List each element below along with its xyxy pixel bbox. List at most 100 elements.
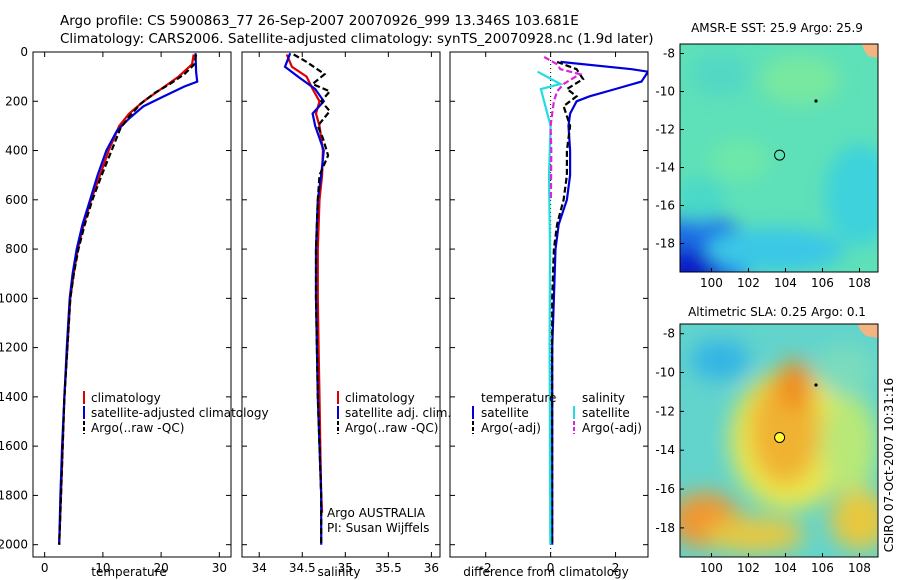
x-tick-label: 100 xyxy=(700,561,723,575)
sst-map-frame xyxy=(679,43,879,273)
land-patch xyxy=(862,44,878,58)
y-tick-label: 0 xyxy=(20,45,28,59)
y-tick-label: 1800 xyxy=(0,488,28,502)
x-tick-label: 106 xyxy=(811,561,834,575)
x-tick-label: 0 xyxy=(41,561,49,575)
figure-title-line2: Climatology: CARS2006. Satellite-adjuste… xyxy=(60,31,653,47)
sla-map-frame xyxy=(679,323,879,558)
series-line-salinity-satellite xyxy=(537,70,564,545)
y-tick-label: -12 xyxy=(655,404,675,418)
series-line-argo-raw-qc- xyxy=(58,54,198,545)
series-line-argo-raw-qc- xyxy=(293,53,332,545)
salinity-xlabel: salinity xyxy=(317,565,360,579)
sst-map-field xyxy=(680,44,878,272)
credit-line1: Argo AUSTRALIA xyxy=(327,506,426,520)
y-tick-label: -14 xyxy=(655,443,675,457)
legend-climatology-label: climatology xyxy=(345,391,415,405)
legend-temperature-heading: temperature xyxy=(481,391,556,405)
series-line-climatology xyxy=(285,54,325,513)
y-tick-label: -8 xyxy=(663,47,675,61)
island-marker xyxy=(814,99,818,103)
legend-salinity-heading: salinity xyxy=(582,391,625,405)
legend-temp-argo-label: Argo(-adj) xyxy=(481,421,541,435)
series-line-climatology xyxy=(58,54,195,545)
salinity-panel xyxy=(283,52,332,545)
sla-map-title: Altimetric SLA: 0.25 Argo: 0.1 xyxy=(688,305,866,319)
y-tick-label: 800 xyxy=(5,242,28,256)
y-tick-label: 600 xyxy=(5,193,28,207)
difference-axes: -2 0 2 xyxy=(450,51,648,575)
x-tick-label: 102 xyxy=(737,561,760,575)
x-tick-label: 35.5 xyxy=(375,561,402,575)
x-tick-label: 102 xyxy=(737,276,760,290)
timestamp-side-label: CSIRO 07-Oct-2007 10:31:16 xyxy=(882,378,896,552)
x-tick-label: 20 xyxy=(153,561,168,575)
y-tick-label: -10 xyxy=(655,85,675,99)
temperature-xlabel: temperature xyxy=(91,565,166,579)
land-patch xyxy=(858,324,878,338)
temperature-axes-frame xyxy=(32,51,232,558)
salinity-axes: 34 34.5 35 35.5 36 xyxy=(242,51,440,575)
y-tick-label: -10 xyxy=(655,366,675,380)
difference-legend: temperature satellite Argo(-adj) salinit… xyxy=(472,391,642,435)
x-tick-label: 2 xyxy=(612,561,620,575)
y-tick-label: 2000 xyxy=(0,538,28,552)
salinity-legend: climatology satellite adj. clim. Argo(..… xyxy=(337,391,451,435)
y-tick-label: -16 xyxy=(655,199,675,213)
difference-panel xyxy=(537,52,648,557)
x-tick-label: 34 xyxy=(252,561,267,575)
series-line-temperature-satellite xyxy=(551,60,648,545)
y-tick-label: 1000 xyxy=(0,291,28,305)
y-tick-label: -16 xyxy=(655,482,675,496)
x-tick-label: 34.5 xyxy=(289,561,316,575)
island-marker xyxy=(814,383,818,387)
y-tick-label: 1400 xyxy=(0,390,28,404)
difference-axes-frame xyxy=(449,51,649,558)
argo-position-marker xyxy=(774,432,786,443)
x-tick-label: 35 xyxy=(338,561,353,575)
y-tick-label: -12 xyxy=(655,123,675,137)
legend-argo-label: Argo(..raw -QC) xyxy=(345,421,438,435)
temperature-legend: climatology satellite-adjusted climatolo… xyxy=(83,391,269,435)
y-tick-label: 1200 xyxy=(0,341,28,355)
sst-map-axes: 100 102 104 106 108 -8 -10 -12 -14 -16 -18 xyxy=(655,47,871,291)
sst-map-title: AMSR-E SST: 25.9 Argo: 25.9 xyxy=(691,21,863,35)
y-tick-label: 200 xyxy=(5,94,28,108)
x-tick-label: 104 xyxy=(774,561,797,575)
series-line-salinity-argo-adj- xyxy=(543,55,583,200)
x-tick-label: 36 xyxy=(424,561,439,575)
credit-line2: PI: Susan Wijffels xyxy=(327,521,429,535)
x-tick-label: 10 xyxy=(95,561,110,575)
x-tick-label: 106 xyxy=(811,276,834,290)
x-tick-label: -2 xyxy=(480,561,492,575)
salinity-axes-frame xyxy=(241,51,441,558)
legend-argo-label: Argo(..raw -QC) xyxy=(91,421,184,435)
legend-sal-argo-label: Argo(-adj) xyxy=(582,421,642,435)
legend-climatology-label: climatology xyxy=(91,391,161,405)
y-tick-label: 1600 xyxy=(0,439,28,453)
series-line-temperature-argo-adj- xyxy=(551,60,585,545)
temperature-panel xyxy=(58,53,199,545)
x-tick-label: 104 xyxy=(774,276,797,290)
y-tick-label: -18 xyxy=(655,237,675,251)
sla-map-axes: 100 102 104 106 108 -8 -10 -12 -14 -16 -18 xyxy=(655,327,871,575)
temperature-axes: 0 10 20 30 0 200 400 600 800 1000 1200 1400 1600 1800… xyxy=(0,45,231,575)
x-tick-label: 108 xyxy=(848,561,871,575)
y-tick-label: -8 xyxy=(663,327,675,341)
y-tick-label: -14 xyxy=(655,161,675,175)
difference-xlabel: difference from climatology xyxy=(463,565,629,579)
argo-position-marker xyxy=(774,149,786,161)
legend-sal-satellite-label: satellite xyxy=(582,406,630,420)
y-tick-label: 400 xyxy=(5,144,28,158)
y-tick-label: -18 xyxy=(655,521,675,535)
legend-temp-satellite-label: satellite xyxy=(481,406,529,420)
x-tick-label: 0 xyxy=(547,561,555,575)
series-line-satellite-adjusted-climatology xyxy=(58,53,199,545)
sla-map-field xyxy=(680,324,878,557)
figure-title-line1: Argo profile: CS 5900863_77 26-Sep-2007 … xyxy=(60,13,579,29)
x-tick-label: 30 xyxy=(212,561,227,575)
legend-satellite-label: satellite-adjusted climatology xyxy=(91,406,269,420)
x-tick-label: 100 xyxy=(700,276,723,290)
legend-satellite-label: satellite adj. clim. xyxy=(345,406,451,420)
